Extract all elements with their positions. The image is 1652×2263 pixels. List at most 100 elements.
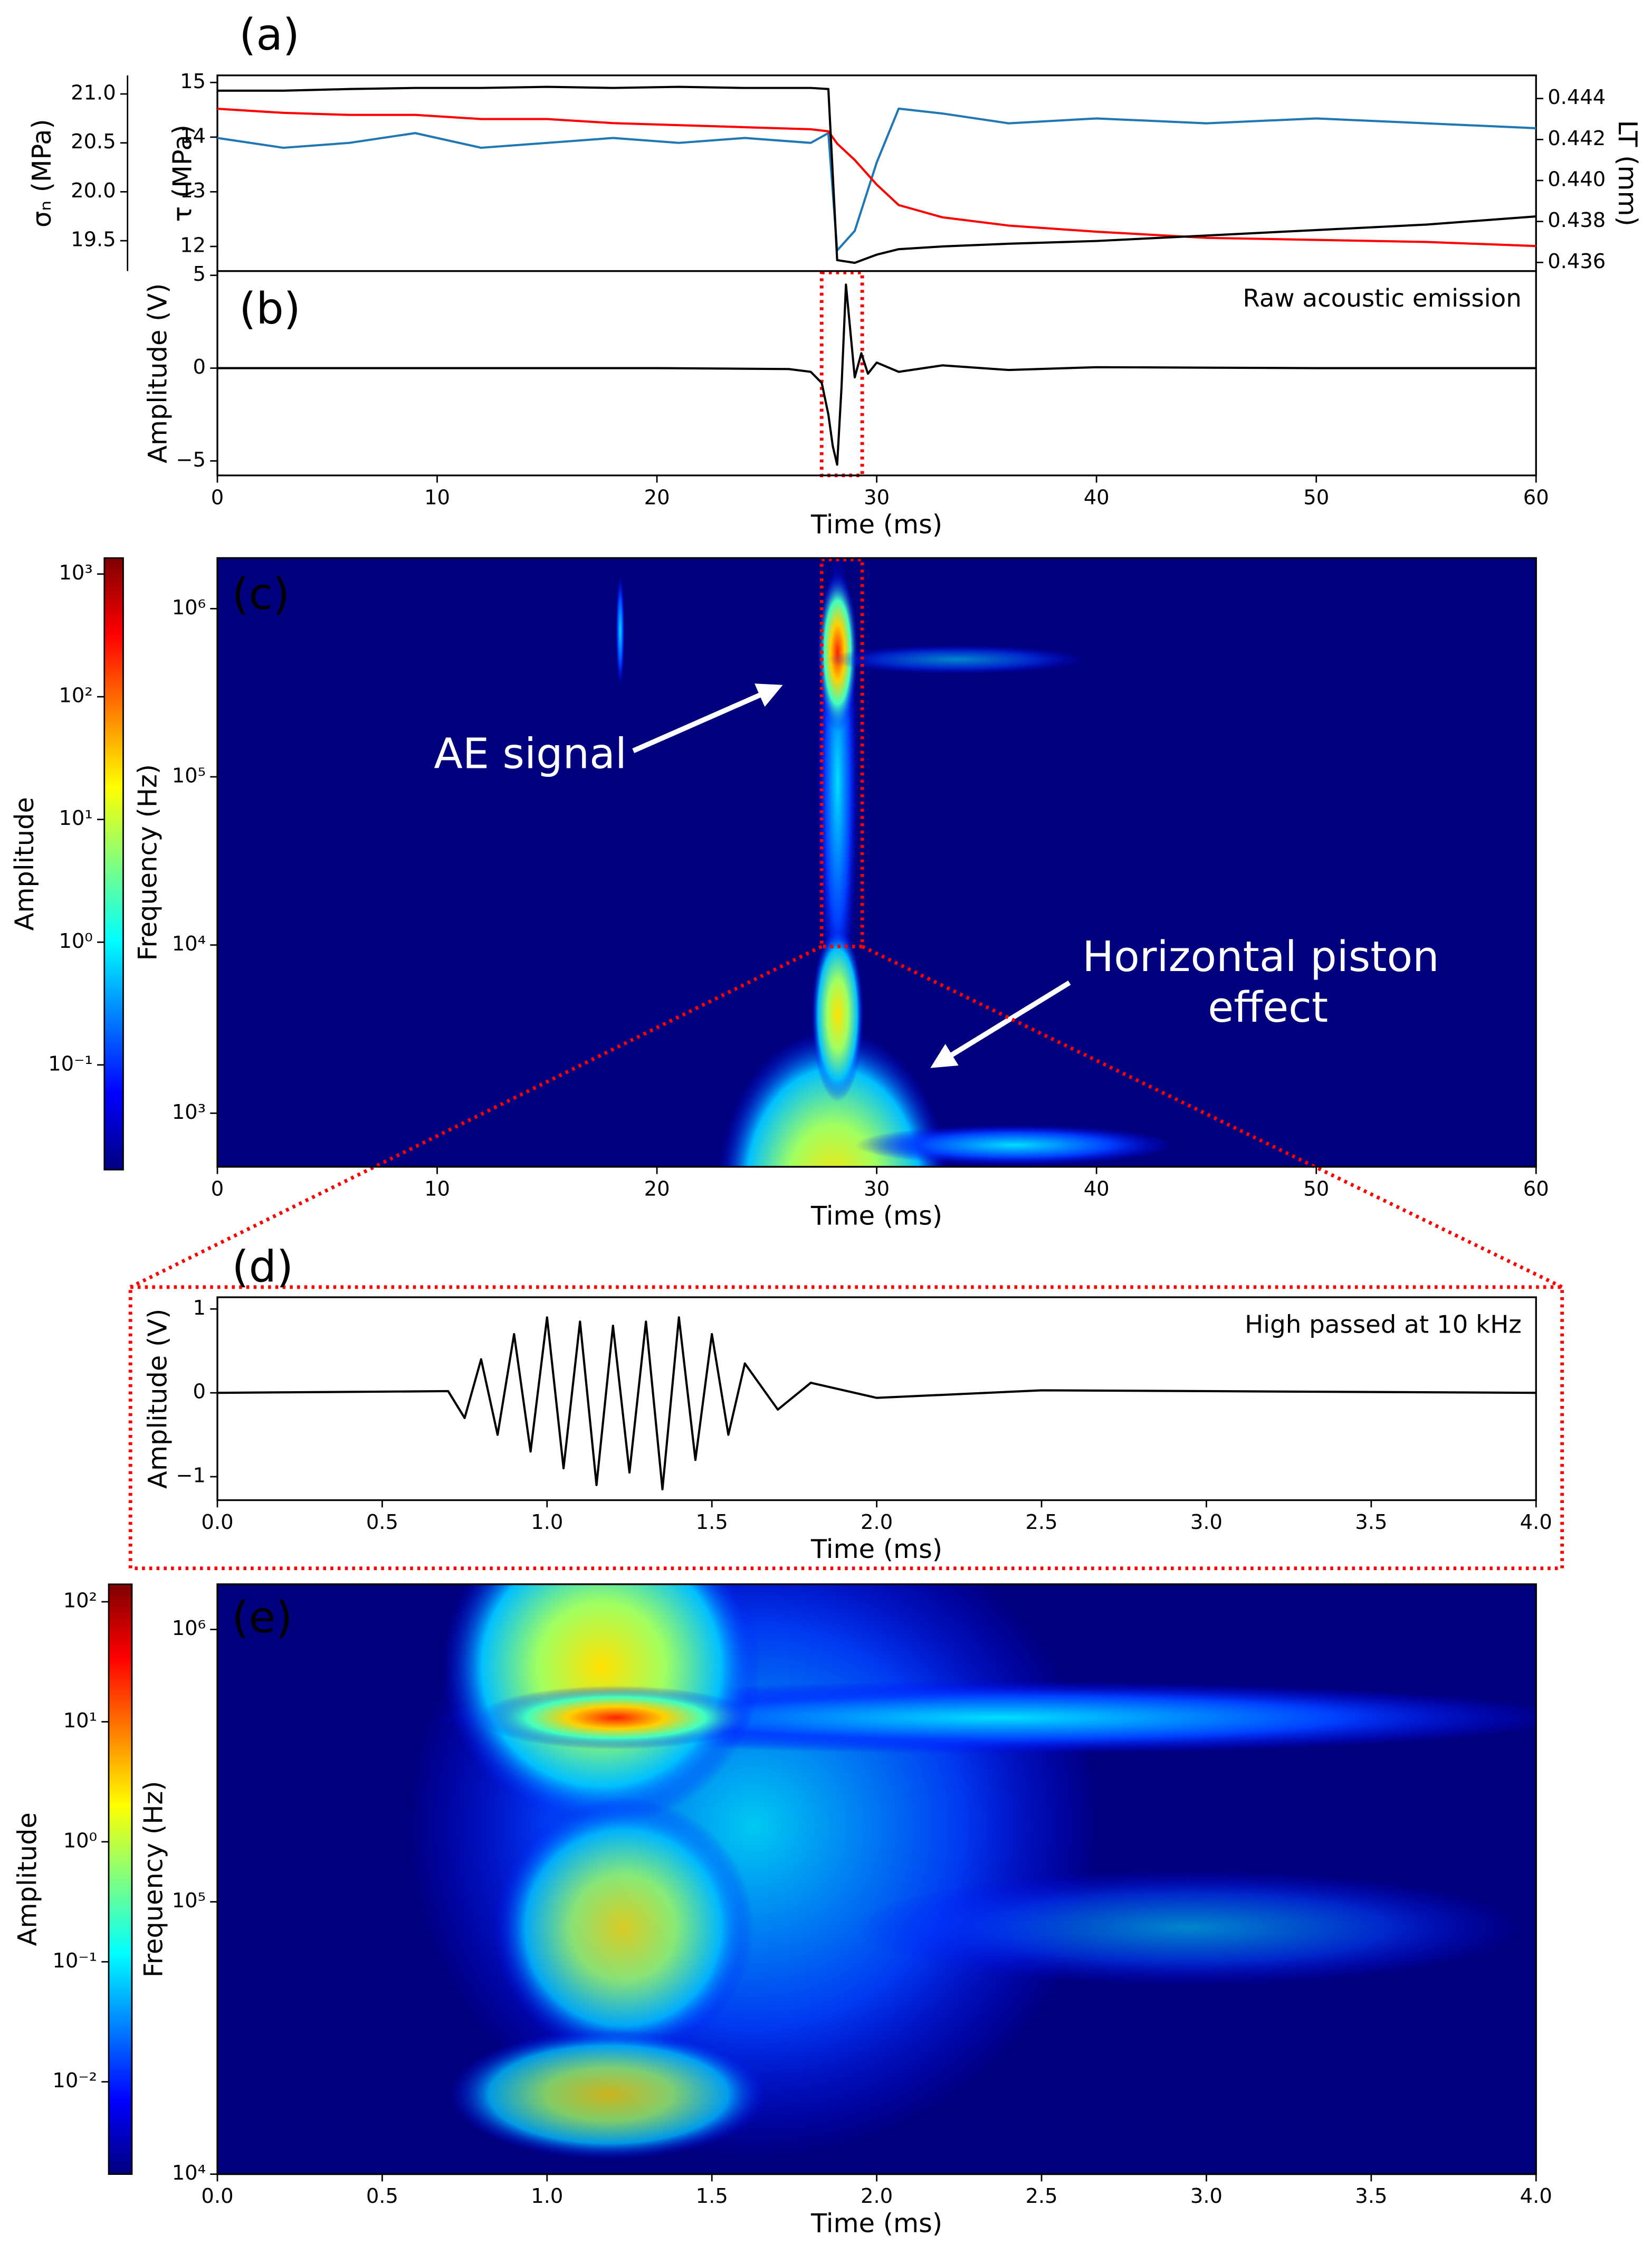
y2-tick-label: 0.440	[1548, 167, 1606, 191]
x-tick-label: 30	[864, 1177, 890, 1201]
y-tick-label: 13	[180, 179, 206, 203]
x-tick-label: 0.5	[366, 1510, 398, 1534]
y-axis-label: Amplitude (V)	[142, 283, 173, 463]
colorbar-tick-label: 10⁻¹	[48, 1052, 93, 1076]
y2-tick-label: 0.438	[1548, 208, 1606, 232]
y-tick-label: 15	[180, 70, 206, 93]
x-tick-label: 0.0	[201, 2184, 233, 2208]
x-tick-label: 2.0	[861, 1510, 893, 1534]
x-tick-label: 0	[211, 486, 224, 509]
colorbar	[103, 557, 124, 1171]
colorbar-tick-label: 10²	[63, 1589, 97, 1613]
arrow	[632, 683, 783, 754]
colorbar	[108, 1583, 133, 2175]
y-tick-label: 5	[193, 262, 206, 286]
x-tick-label: 0.5	[366, 2184, 398, 2208]
x-tick-label: 0.0	[201, 1510, 233, 1534]
colorbar-tick-label: 10⁰	[59, 929, 92, 953]
y3-tick-label: 21.0	[71, 81, 116, 105]
line-series	[217, 1316, 1536, 1490]
y-tick-label: −1	[176, 1464, 206, 1488]
y-axis-label: τ (MPa)	[167, 125, 197, 222]
x-tick-label: 30	[864, 486, 890, 509]
y-tick-label: −5	[176, 448, 206, 472]
x-tick-label: 20	[644, 1177, 670, 1201]
x-tick-label: 60	[1523, 1177, 1549, 1201]
y2-tick-label: 0.442	[1548, 127, 1606, 150]
annotation: High passed at 10 kHz	[1245, 1310, 1522, 1339]
annotation: Raw acoustic emission	[1243, 284, 1521, 313]
x-tick-label: 20	[644, 486, 670, 509]
x-tick-label: 3.5	[1355, 2184, 1387, 2208]
panel-label: (c)	[232, 569, 290, 620]
x-tick-label: 4.0	[1520, 1510, 1552, 1534]
line-series	[217, 283, 1536, 466]
x-tick-label: 2.5	[1025, 2184, 1057, 2208]
x-tick-label: 1.0	[531, 1510, 563, 1534]
x-tick-label: 1.5	[696, 1510, 728, 1534]
spectrogram-image	[217, 558, 1536, 1167]
x-tick-label: 50	[1303, 1177, 1329, 1201]
spectrogram-image	[217, 1584, 1536, 2174]
y-axis-label: Frequency (Hz)	[132, 764, 163, 961]
y3-tick-label: 19.5	[71, 228, 116, 252]
x-tick-label: 3.0	[1190, 2184, 1223, 2208]
x-tick-label: 2.0	[861, 2184, 893, 2208]
plot-frame	[216, 1583, 1537, 2175]
x-tick-label: 4.0	[1520, 2184, 1552, 2208]
y2-axis-label: LT (mm)	[1612, 120, 1643, 226]
colorbar-label: Amplitude	[9, 797, 40, 930]
y3-tick-label: 20.5	[71, 130, 116, 154]
panel-label: (b)	[239, 284, 301, 334]
y-tick-label: 10³	[172, 1100, 206, 1124]
y2-tick-label: 0.444	[1548, 85, 1606, 109]
y-axis-label: Amplitude (V)	[142, 1309, 173, 1489]
y-tick-label: 12	[180, 233, 206, 257]
panel-label: (d)	[232, 1242, 293, 1292]
panel-label: (e)	[232, 1593, 292, 1643]
panel-label: (a)	[239, 10, 300, 60]
x-tick-label: 10	[424, 1177, 450, 1201]
x-axis-label: Time (ms)	[810, 1534, 942, 1564]
x-tick-label: 1.5	[696, 2184, 728, 2208]
annotation: effect	[1208, 983, 1328, 1032]
x-tick-label: 3.0	[1190, 1510, 1223, 1534]
y3-axis-label: σₙ (MPa)	[26, 119, 57, 227]
y-tick-label: 10⁴	[172, 932, 206, 956]
colorbar-tick-label: 10⁻²	[52, 2069, 97, 2093]
y-tick-label: 1	[193, 1296, 206, 1320]
x-tick-label: 40	[1084, 486, 1110, 509]
arrow	[930, 980, 1071, 1068]
x-axis-label: Time (ms)	[810, 509, 942, 539]
colorbar-tick-label: 10²	[59, 684, 92, 708]
plot-frame	[216, 74, 1537, 272]
y-tick-label: 10⁴	[172, 2161, 206, 2185]
annotation: AE signal	[434, 729, 627, 778]
y3-tick-label: 20.0	[71, 179, 116, 203]
x-axis-label: Time (ms)	[810, 1201, 942, 1231]
x-tick-label: 0	[211, 1177, 224, 1201]
colorbar-tick-label: 10⁻¹	[52, 1949, 97, 1973]
x-axis-label: Time (ms)	[810, 2208, 942, 2238]
annotation: Horizontal piston	[1082, 932, 1439, 981]
x-tick-label: 10	[424, 486, 450, 509]
y-tick-label: 10⁵	[172, 1889, 206, 1913]
x-tick-label: 50	[1303, 486, 1329, 509]
colorbar-tick-label: 10⁰	[63, 1829, 97, 1852]
y-tick-label: 10⁶	[172, 596, 206, 620]
colorbar-tick-label: 10¹	[63, 1709, 97, 1733]
y-tick-label: 10⁶	[172, 1617, 206, 1640]
y-tick-label: 0	[193, 1380, 206, 1404]
y-tick-label: 10⁵	[172, 764, 206, 787]
x-tick-label: 3.5	[1355, 1510, 1387, 1534]
colorbar-label: Amplitude	[12, 1812, 42, 1946]
x-tick-label: 60	[1523, 486, 1549, 509]
x-tick-label: 40	[1084, 1177, 1110, 1201]
colorbar-tick-label: 10¹	[59, 806, 92, 830]
y-tick-label: 14	[180, 124, 206, 148]
y-tick-label: 0	[193, 355, 206, 379]
y2-tick-label: 0.436	[1548, 250, 1606, 273]
x-tick-label: 2.5	[1025, 1510, 1057, 1534]
line-series	[217, 85, 1536, 264]
